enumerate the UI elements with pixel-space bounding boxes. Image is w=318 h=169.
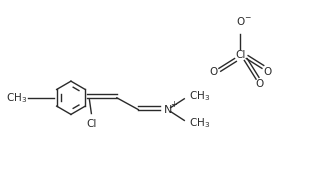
Text: +: + xyxy=(170,100,177,109)
Text: CH$_3$: CH$_3$ xyxy=(189,116,211,130)
Text: N: N xyxy=(163,105,172,115)
Text: Cl: Cl xyxy=(86,119,97,129)
Text: CH$_3$: CH$_3$ xyxy=(189,89,211,103)
Text: CH$_3$: CH$_3$ xyxy=(6,91,27,105)
Text: O: O xyxy=(264,67,272,77)
Text: −: − xyxy=(244,13,251,22)
Text: O: O xyxy=(256,79,264,89)
Text: O: O xyxy=(236,17,245,27)
Text: O: O xyxy=(209,67,217,77)
Text: Cl: Cl xyxy=(235,50,245,60)
